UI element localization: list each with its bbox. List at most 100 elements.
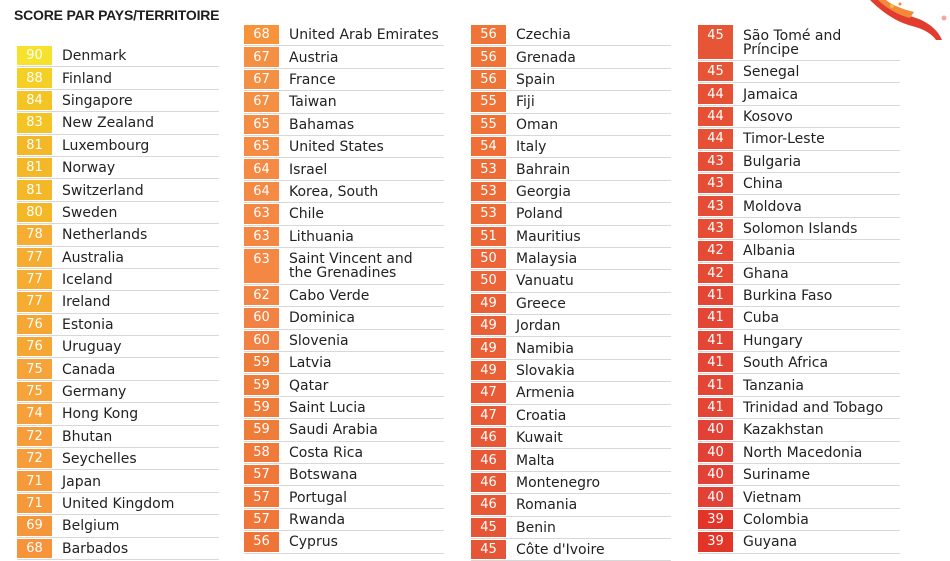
country-name: Jamaica (743, 86, 799, 103)
score-badge: 46 (471, 450, 506, 470)
score-badge: 44 (698, 84, 733, 104)
score-badge: 64 (244, 181, 279, 202)
table-row: 39 Guyana (698, 531, 900, 554)
score-badge: 59 (244, 397, 279, 418)
table-row: 81 Luxembourg (17, 135, 219, 157)
table-row: 40 Vietnam (698, 486, 900, 509)
score-badge: 49 (471, 338, 506, 358)
score-badge: 62 (244, 285, 279, 306)
table-row: 72 Bhutan (17, 426, 219, 449)
table-row: 49 Namibia (471, 337, 671, 360)
score-badge: 45 (471, 539, 506, 560)
country-name: Ireland (62, 294, 111, 311)
table-row: 39 Colombia (698, 509, 900, 532)
country-name: Georgia (516, 183, 571, 200)
table-row: 46 Malta (471, 449, 671, 472)
table-row: 43 China (698, 173, 900, 196)
table-row: 46 Montenegro (471, 472, 671, 495)
score-badge: 49 (471, 316, 506, 336)
score-badge: 40 (698, 420, 733, 440)
table-row: 60 Dominica (244, 307, 444, 330)
score-badge: 42 (698, 263, 733, 283)
score-column-1: 90 Denmark 88 Finland 84 Singapore 83 New Zeala… (17, 45, 219, 560)
score-badge: 72 (17, 449, 52, 469)
score-badge: 39 (698, 532, 733, 552)
score-badge: 69 (17, 516, 52, 536)
country-name: Saint Lucia (289, 400, 366, 417)
country-name: Italy (516, 139, 547, 156)
score-badge: 75 (17, 359, 52, 379)
table-row: 44 Timor-Leste (698, 128, 900, 151)
country-name: United Arab Emirates (289, 27, 439, 44)
score-badge: 77 (17, 269, 52, 290)
table-row: 55 Oman (471, 114, 671, 136)
table-row: 46 Kuwait (471, 427, 671, 450)
table-row: 49 Jordan (471, 315, 671, 338)
score-column-3: 56 Czechia 56 Grenada 56 Spain 55 Fiji 55 Oman 54 I… (471, 24, 671, 561)
country-name: Botswana (289, 467, 358, 484)
score-badge: 49 (471, 360, 506, 381)
table-row: 45 Côte d'Ivoire (471, 539, 671, 561)
score-badge: 49 (471, 293, 506, 314)
score-badge: 68 (244, 25, 279, 45)
score-badge: 50 (471, 271, 506, 291)
country-name: Estonia (62, 316, 114, 333)
score-badge: 57 (244, 509, 279, 530)
score-badge: 77 (17, 292, 52, 312)
country-name: United Kingdom (62, 496, 175, 512)
table-row: 81 Switzerland (17, 179, 219, 202)
score-badge: 75 (17, 381, 52, 402)
country-name: Uruguay (62, 339, 122, 356)
score-badge: 80 (17, 202, 52, 223)
country-name: Croatia (516, 407, 567, 424)
table-row: 68 Barbados (17, 538, 219, 560)
table-row: 57 Rwanda (244, 509, 444, 532)
score-badge: 67 (244, 92, 279, 112)
country-name: Greece (516, 295, 566, 312)
score-badge: 81 (17, 157, 52, 178)
score-badge: 63 (244, 226, 279, 246)
table-row: 40 Suriname (698, 464, 900, 487)
country-name: Slovenia (289, 332, 349, 349)
table-row: 77 Australia (17, 247, 219, 269)
table-row: 56 Czechia (471, 24, 671, 47)
score-badge: 41 (698, 308, 733, 328)
country-name: United States (289, 139, 384, 156)
country-name: New Zealand (62, 115, 154, 132)
table-row: 41 Burkina Faso (698, 285, 900, 308)
score-badge: 50 (471, 248, 506, 269)
score-badge: 76 (17, 337, 52, 357)
table-row: 54 Italy (471, 136, 671, 159)
table-row: 80 Sweden (17, 202, 219, 225)
table-row: 50 Malaysia (471, 248, 671, 271)
country-name: Spain (516, 71, 556, 88)
score-badge: 84 (17, 90, 52, 111)
country-name: Vietnam (743, 489, 802, 506)
table-row: 49 Greece (471, 293, 671, 316)
country-name: Benin (516, 519, 556, 536)
table-row: 69 Belgium (17, 515, 219, 538)
score-badge: 72 (17, 426, 52, 447)
score-badge: 59 (244, 375, 279, 395)
score-column-4: 45 São Tomé and Príncipe 45 Senegal 44 Jamaic… (698, 24, 900, 554)
country-name: Colombia (743, 512, 809, 528)
table-row: 81 Norway (17, 157, 219, 180)
country-name: Bulgaria (743, 153, 802, 170)
score-badge: 39 (698, 509, 733, 530)
score-badge: 68 (17, 538, 52, 558)
score-badge: 78 (17, 225, 52, 245)
table-row: 59 Qatar (244, 374, 444, 397)
score-badge: 43 (698, 173, 733, 194)
table-row: 41 South Africa (698, 352, 900, 375)
country-name: Poland (516, 206, 563, 223)
table-row: 64 Israel (244, 158, 444, 181)
country-name: South Africa (743, 355, 829, 372)
score-badge: 47 (471, 405, 506, 426)
score-badge: 46 (471, 472, 506, 493)
score-badge: 45 (698, 25, 733, 59)
country-name: China (743, 176, 783, 193)
country-name: Taiwan (289, 94, 337, 111)
score-badge: 56 (471, 69, 506, 90)
country-name: Germany (62, 384, 127, 401)
country-name: Cabo Verde (289, 288, 370, 305)
